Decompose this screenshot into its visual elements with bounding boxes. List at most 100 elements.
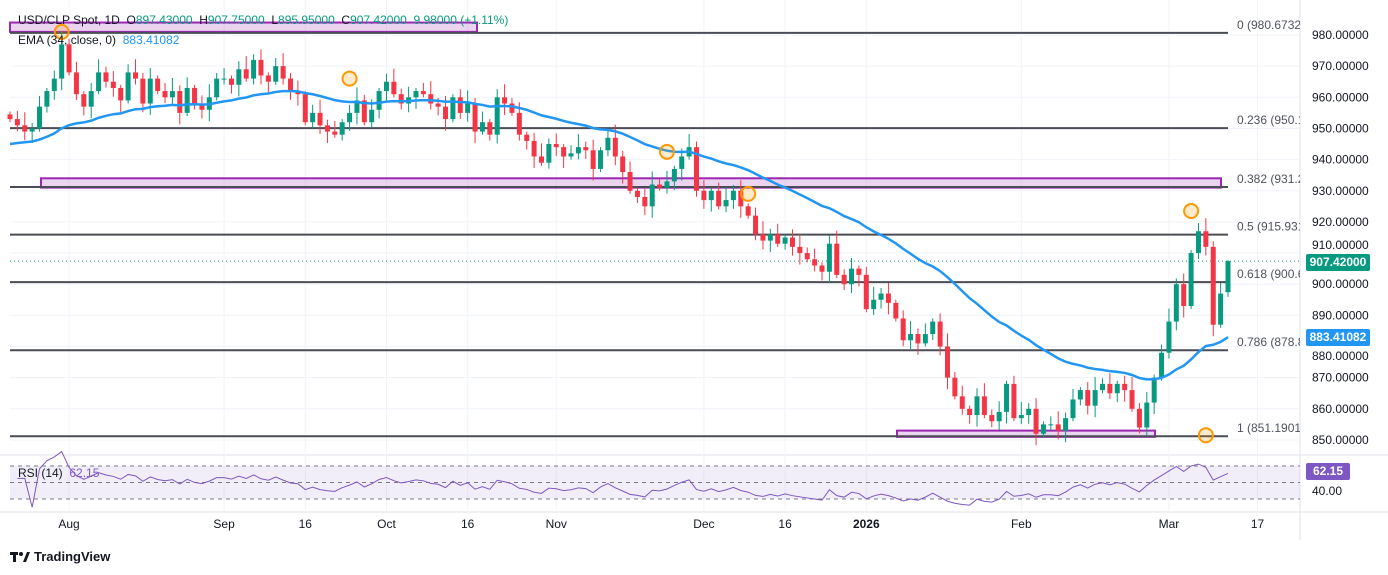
candle-body [974, 396, 980, 416]
price-tick-label: 860.00000 [1312, 402, 1369, 416]
candle [184, 77, 190, 116]
candle [29, 122, 35, 144]
candle-body [922, 334, 928, 344]
candle-body [900, 318, 906, 341]
candle-body [457, 97, 463, 113]
candle-body [885, 293, 891, 303]
open-value: 897.43000 [135, 13, 193, 27]
candle [273, 58, 279, 85]
candle-body [228, 78, 234, 85]
candle-body [169, 91, 175, 98]
candle [708, 187, 714, 212]
fib-level-label: 1 (851.19015 [1237, 421, 1308, 435]
candle [812, 248, 818, 272]
candle-body [1129, 390, 1135, 409]
close-value: 907.42000 [350, 13, 407, 27]
candle-body [59, 44, 65, 79]
candle-body [708, 190, 714, 201]
candle-body [671, 168, 677, 182]
candle-body [103, 72, 109, 82]
last-price-badge: 907.42000 [1306, 254, 1370, 271]
candle-body [908, 334, 914, 341]
candle [767, 228, 773, 253]
candle-body [819, 265, 825, 272]
price-tick-label: 900.00000 [1312, 277, 1369, 291]
ema-line [9, 89, 1229, 381]
candle-body [177, 91, 183, 113]
candle-body [339, 122, 345, 135]
candle-body [280, 66, 286, 79]
candle-body [1218, 293, 1224, 325]
candle [538, 143, 544, 166]
candle [383, 73, 389, 103]
brand-name: TradingView [34, 549, 111, 564]
candle-body [258, 59, 264, 76]
candle-body [265, 75, 271, 82]
candle [738, 180, 744, 218]
candle [361, 94, 367, 126]
candle [66, 38, 72, 76]
time-tick-label: Feb [1011, 517, 1032, 531]
candle-body [1151, 377, 1157, 403]
candle-body [184, 87, 190, 113]
candle [1225, 260, 1231, 297]
fib-level-label: 0.236 (950.1 [1237, 113, 1305, 127]
candle-body [989, 415, 995, 422]
candle [465, 90, 471, 122]
candle-body [863, 274, 869, 310]
candle-body [760, 234, 766, 241]
candle [214, 73, 220, 101]
candle-body [944, 346, 950, 378]
rsi-legend[interactable]: RSI (14) 62.15 [18, 466, 99, 480]
ema-value: 883.41082 [122, 33, 180, 47]
candle [620, 150, 626, 184]
candle-body [398, 94, 404, 104]
candle-body [132, 72, 138, 79]
candle [1085, 382, 1091, 415]
candle-body [487, 122, 493, 135]
candle [561, 144, 567, 169]
candle [782, 234, 788, 250]
candle-body [753, 215, 759, 235]
time-tick-label: 16 [299, 517, 313, 531]
candle [1181, 273, 1187, 318]
candle-body [775, 234, 781, 244]
tradingview-logo-icon [10, 551, 30, 562]
candle-body [834, 243, 840, 275]
price-tick-label: 950.00000 [1312, 121, 1369, 135]
candle-body [1173, 284, 1179, 322]
candle [841, 269, 847, 291]
candle-body [694, 147, 700, 191]
candle [1210, 241, 1216, 337]
candle [457, 89, 463, 119]
price-tick-label: 960.00000 [1312, 90, 1369, 104]
symbol-name[interactable]: USD/CLP Spot, 1D [18, 13, 120, 27]
price-tick-label: 930.00000 [1312, 184, 1369, 198]
candle-body [915, 334, 921, 344]
fib-level-label: 0.5 (915.931 [1237, 220, 1305, 234]
candle [819, 262, 825, 281]
candle-body [1018, 415, 1024, 419]
candle-body [1195, 231, 1201, 254]
candle [192, 84, 198, 110]
candle-body [162, 91, 168, 98]
candle [96, 59, 102, 95]
ema-legend[interactable]: EMA (34, close, 0) 883.41082 [18, 33, 179, 47]
candle-body [745, 206, 751, 216]
fib-level-label: 0.618 (900.6 [1237, 267, 1305, 281]
candle-body [1077, 390, 1083, 400]
candle [413, 87, 419, 109]
candle [723, 187, 729, 213]
candle [893, 299, 899, 322]
candle [1063, 412, 1069, 443]
candle-body [701, 190, 707, 201]
candle [944, 333, 950, 390]
candle-body [826, 243, 832, 272]
tradingview-logo[interactable]: TradingView [10, 549, 110, 564]
candle-body [642, 196, 648, 207]
candle-body [7, 114, 13, 120]
time-tick-label: 2026 [853, 517, 880, 531]
candle-body [428, 94, 434, 104]
